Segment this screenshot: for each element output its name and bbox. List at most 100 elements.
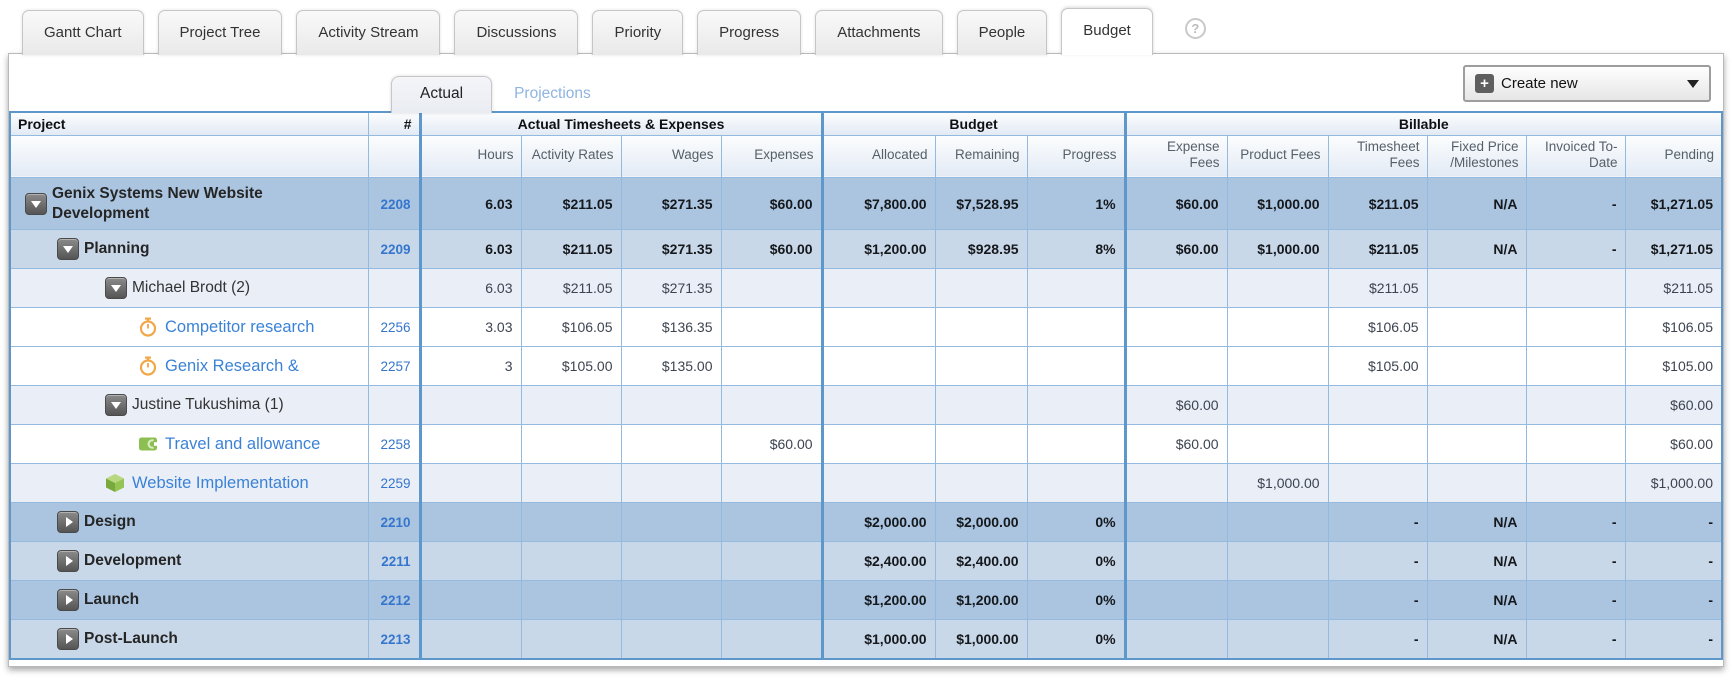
tab-priority[interactable]: Priority (592, 10, 684, 55)
item-name-link[interactable]: Website Implementation (132, 473, 309, 492)
value-cell: 6.03 (418, 229, 522, 270)
value-cell: $271.35 (620, 268, 722, 309)
value-cell (1226, 268, 1329, 309)
tab-people[interactable]: People (956, 10, 1048, 55)
value-cell (1327, 463, 1428, 504)
value-cell: $7,800.00 (820, 177, 936, 231)
value-cell (520, 502, 622, 543)
expander-right-icon[interactable] (57, 511, 79, 534)
row-id-cell: 2256 (367, 307, 421, 348)
value-cell: $60.00 (1123, 229, 1228, 270)
value-cell (1226, 424, 1329, 465)
value-cell: 3 (418, 346, 522, 387)
value-cell: $1,000.00 (1226, 229, 1329, 270)
row-id-cell: 2211 (367, 541, 421, 582)
expander-triangle (63, 246, 73, 254)
tab-attachments[interactable]: Attachments (815, 10, 943, 55)
column-header-activity-rates: Activity Rates (520, 134, 622, 179)
value-cell: $1,000.00 (820, 619, 936, 660)
value-cell (1226, 502, 1329, 543)
item-name-link[interactable]: Competitor research (165, 317, 315, 336)
value-cell (418, 424, 522, 465)
value-cell (620, 541, 722, 582)
table-row: Design 2210 $2,000.00 $2,000.00 0% - N/A - - (9, 502, 1723, 543)
expander-triangle (31, 200, 41, 208)
row-id-link[interactable]: 2259 (380, 476, 411, 492)
value-cell (720, 307, 823, 348)
row-id-link[interactable]: 2208 (380, 196, 411, 212)
value-cell: $105.00 (520, 346, 622, 387)
value-cell: $105.00 (1327, 346, 1428, 387)
value-cell (418, 502, 522, 543)
value-cell (1525, 346, 1626, 387)
item-name-link[interactable]: Genix Research & (165, 356, 299, 375)
create-new-button[interactable]: + Create new (1463, 65, 1711, 102)
value-cell: 0% (1026, 580, 1126, 621)
row-id-cell: 2257 (367, 346, 421, 387)
row-id-link[interactable]: 2212 (380, 593, 411, 609)
tab-budget[interactable]: Budget (1061, 8, 1153, 55)
value-cell (1123, 307, 1228, 348)
expander-down-icon[interactable] (105, 394, 127, 417)
column-header-allocated: Allocated (820, 134, 936, 179)
column-header-hours: Hours (418, 134, 522, 179)
table-row: Launch 2212 $1,200.00 $1,200.00 0% - N/A - - (9, 580, 1723, 621)
subtab-actual[interactable]: Actual (391, 76, 493, 113)
row-id-link[interactable]: 2257 (380, 359, 411, 375)
value-cell (934, 463, 1028, 504)
value-cell (620, 580, 722, 621)
subtab-projections[interactable]: Projections (514, 85, 591, 102)
expander-down-icon[interactable] (25, 192, 47, 215)
value-cell (620, 619, 722, 660)
value-cell: $928.95 (934, 229, 1028, 270)
project-name-cell: Genix Systems New Website Development (9, 177, 369, 231)
row-id-link[interactable]: 2211 (381, 554, 411, 570)
tab-project-tree[interactable]: Project Tree (157, 10, 283, 55)
tab-progress[interactable]: Progress (697, 10, 802, 55)
value-cell (418, 541, 522, 582)
value-cell: 8% (1026, 229, 1126, 270)
value-cell (1123, 619, 1228, 660)
value-cell (1426, 463, 1527, 504)
expander-right-icon[interactable] (57, 628, 79, 650)
expander-down-icon[interactable] (105, 277, 127, 300)
budget-table-body: Genix Systems New Website Development 220… (9, 177, 1723, 660)
item-name-label: Development (84, 552, 182, 570)
expander-triangle (65, 634, 73, 644)
project-name-cell: Competitor research (9, 307, 369, 348)
row-id-link[interactable]: 2209 (380, 242, 411, 258)
row-id-link[interactable]: 2256 (380, 320, 411, 336)
value-cell: $1,200.00 (820, 229, 936, 270)
row-id-link[interactable]: 2210 (380, 515, 411, 531)
item-name-label: Design (84, 513, 136, 531)
tab-discussions[interactable]: Discussions (454, 10, 579, 55)
help-icon[interactable]: ? (1184, 18, 1206, 39)
value-cell: - (1525, 229, 1626, 270)
project-name-cell: Post-Launch (9, 619, 369, 660)
value-cell (520, 424, 622, 465)
row-id-link[interactable]: 2213 (380, 632, 411, 647)
number-header-spacer (367, 134, 421, 179)
expander-right-icon[interactable] (57, 550, 79, 573)
value-cell (1026, 424, 1126, 465)
tab-activity-stream[interactable]: Activity Stream (296, 10, 441, 55)
row-id-link[interactable]: 2258 (380, 437, 411, 453)
column-header-product-fees: Product Fees (1226, 134, 1329, 179)
table-row: Development 2211 $2,400.00 $2,400.00 0% - N/A -… (9, 541, 1723, 582)
value-cell: N/A (1426, 619, 1527, 660)
item-name-link[interactable]: Travel and allowance (165, 434, 321, 453)
value-cell (720, 268, 823, 309)
item-name-label: Launch (84, 591, 140, 609)
value-cell (620, 502, 722, 543)
tab-gantt-chart[interactable]: Gantt Chart (22, 10, 144, 55)
value-cell (720, 541, 823, 582)
value-cell: $2,000.00 (934, 502, 1028, 543)
value-cell (934, 346, 1028, 387)
expander-right-icon[interactable] (57, 589, 79, 612)
value-cell: $106.05 (520, 307, 622, 348)
value-cell (1525, 307, 1626, 348)
value-cell: 0% (1026, 502, 1126, 543)
expander-down-icon[interactable] (57, 238, 79, 261)
column-header-expenses: Expenses (720, 134, 823, 179)
value-cell: - (1525, 177, 1626, 231)
